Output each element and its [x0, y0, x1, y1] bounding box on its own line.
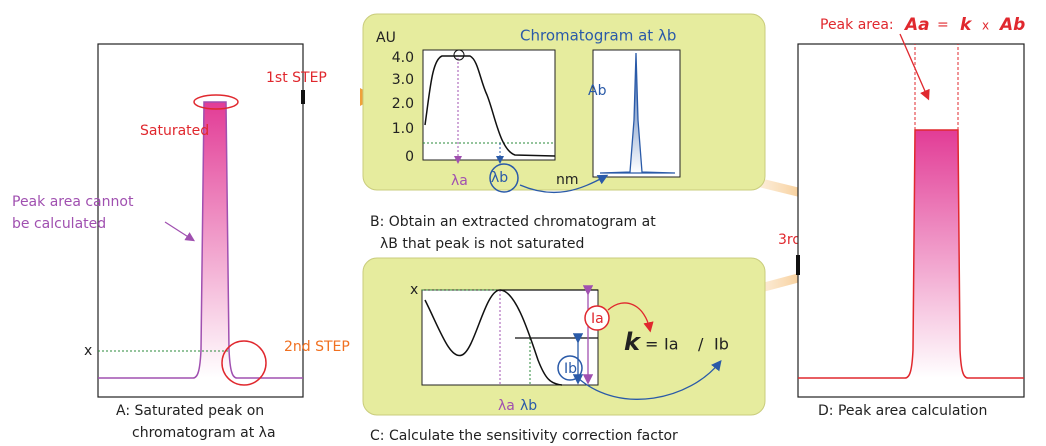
ia-link — [607, 302, 654, 333]
top-circle — [453, 49, 465, 61]
spectrum-frame — [422, 49, 556, 161]
chromatogram-title: Chromatogram at λb — [520, 27, 676, 45]
formula-numerator: Ia — [664, 335, 679, 354]
caption: λB that peak is not saturated — [380, 236, 584, 252]
formula-k: k — [624, 328, 642, 356]
formula-area-a: Aa — [903, 15, 930, 35]
ia-circle — [584, 305, 610, 331]
link-arrow — [519, 174, 609, 193]
ib-label: Ib — [564, 361, 577, 377]
spectrum-curve — [424, 55, 556, 157]
ia-label: Ia — [591, 311, 604, 327]
note-line: be calculated — [12, 216, 106, 232]
note-arrow — [164, 221, 196, 242]
spectrum-curve — [424, 289, 563, 386]
x-label: x — [84, 343, 92, 359]
wavelength-label: λb — [520, 398, 537, 414]
formula-equals: = — [937, 17, 949, 33]
caption: B: Obtain an extracted chromatogram at — [370, 214, 656, 230]
area-fill — [912, 130, 961, 378]
formula-divide: / — [698, 335, 704, 354]
y-tick-label: 3.0 — [392, 72, 414, 88]
wavelength-label: λa — [498, 398, 515, 414]
chromatogram-peak — [599, 52, 676, 174]
formula-denominator: Ib — [714, 335, 729, 354]
y-tick-label: 1.0 — [392, 121, 414, 137]
step-label: 1st STEP — [266, 70, 327, 86]
ib-link — [577, 359, 722, 400]
panel-d-frame — [797, 43, 1025, 398]
formula-equals: = — [645, 335, 658, 354]
caption: A: Saturated peak on — [116, 403, 264, 419]
formula-prefix: Peak area: — [820, 17, 894, 33]
peak-label: Ab — [588, 83, 607, 99]
formula-arrow — [899, 33, 930, 101]
wavelength-label: λa — [451, 173, 468, 189]
y-axis-title: AU — [376, 30, 396, 46]
lambda-b-circle — [489, 163, 519, 193]
note-line: Peak area cannot — [12, 194, 134, 210]
saturated-label: Saturated — [140, 123, 209, 139]
x-label: x — [410, 282, 418, 298]
caption: chromatogram at λa — [132, 425, 276, 441]
baseline-circle — [221, 340, 267, 386]
caption: C: Calculate the sensitivity correction … — [370, 428, 678, 444]
step-label: 2nd STEP — [284, 339, 350, 355]
chromatogram-line — [798, 129, 1024, 379]
chromatogram-line — [98, 101, 303, 379]
formula-k: k — [960, 15, 973, 35]
wavelength-label: λb — [491, 170, 508, 186]
x-axis-title: nm — [556, 172, 579, 188]
caption: D: Peak area calculation — [818, 403, 987, 419]
formula-times: x — [982, 19, 989, 33]
ib-circle — [557, 355, 583, 381]
y-tick-label: 2.0 — [392, 96, 414, 112]
formula-area-b: Ab — [998, 15, 1025, 35]
saturated-ellipse — [193, 94, 239, 110]
saturated-peak-fill — [200, 102, 230, 378]
y-tick-label: 4.0 — [392, 50, 414, 66]
y-tick-label: 0 — [405, 149, 414, 165]
